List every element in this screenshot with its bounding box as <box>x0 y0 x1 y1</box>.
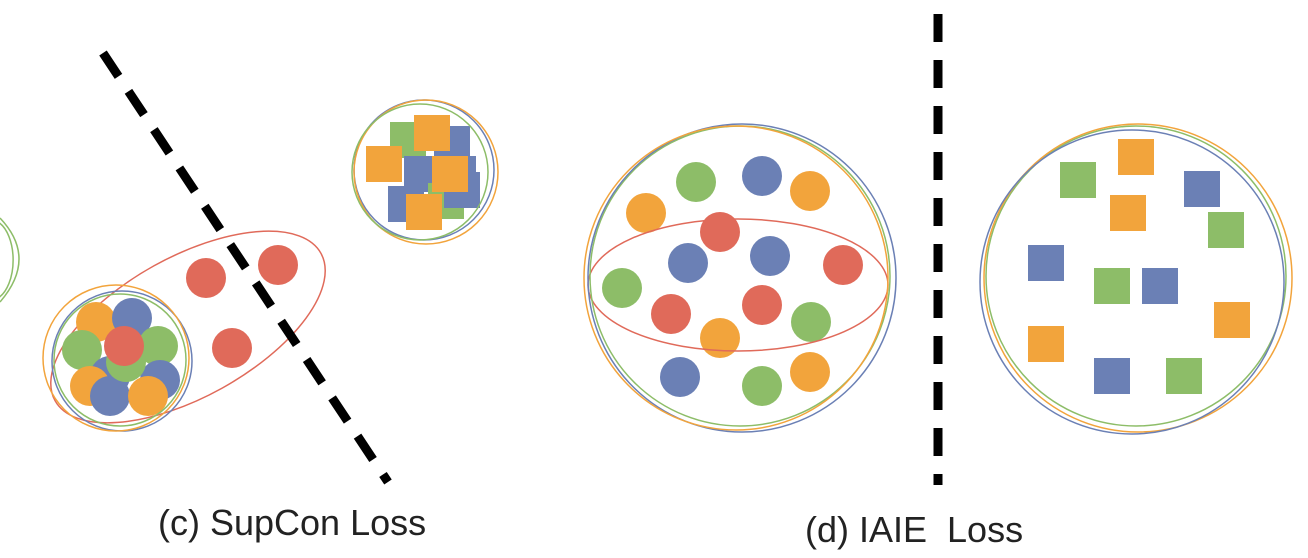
orange-class-boundary <box>42 284 190 432</box>
blue-sample-circle <box>750 236 790 276</box>
green-sample-circle <box>62 330 102 370</box>
orange-sample-square <box>414 115 450 151</box>
green-class-boundary <box>0 222 14 298</box>
blue-sample-circle <box>90 376 130 416</box>
green-sample-circle <box>676 162 716 202</box>
green-class-boundary <box>53 293 187 427</box>
orange-sample-square <box>1118 139 1154 175</box>
orange-sample-square <box>1110 195 1146 231</box>
green-sample-square <box>1166 358 1202 394</box>
blue-sample-square <box>1094 358 1130 394</box>
green-class-boundary <box>985 125 1287 427</box>
green-sample-square <box>1060 162 1096 198</box>
red-sample-circle <box>212 328 252 368</box>
blue-sample-circle <box>660 357 700 397</box>
blue-sample-circle <box>742 156 782 196</box>
panel-d-caption: (d) IAIE Loss <box>805 509 1024 550</box>
orange-sample-circle <box>626 193 666 233</box>
orange-sample-square <box>1214 302 1250 338</box>
red-sample-circle <box>742 285 782 325</box>
red-sample-circle <box>104 326 144 366</box>
orange-sample-circle <box>700 318 740 358</box>
blue-class-boundary <box>979 129 1285 435</box>
red-sample-circle <box>651 294 691 334</box>
green-sample-circle <box>742 366 782 406</box>
orange-sample-circle <box>790 171 830 211</box>
blue-sample-square <box>1184 171 1220 207</box>
orange-class-boundary <box>983 123 1293 433</box>
green-class-boundary <box>0 217 20 303</box>
orange-sample-square <box>432 156 468 192</box>
orange-sample-square <box>406 194 442 230</box>
orange-sample-square <box>366 146 402 182</box>
panel-c-caption: (c) SupCon Loss <box>158 502 427 543</box>
blue-sample-square <box>1142 268 1178 304</box>
panel-c-divider <box>99 50 392 485</box>
orange-class-boundary <box>583 125 889 431</box>
green-sample-circle <box>602 268 642 308</box>
blue-sample-circle <box>668 243 708 283</box>
orange-sample-circle <box>128 376 168 416</box>
green-sample-circle <box>791 302 831 342</box>
red-sample-circle <box>700 212 740 252</box>
red-sample-circle <box>823 245 863 285</box>
green-sample-circle <box>138 326 178 366</box>
blue-sample-square <box>1028 245 1064 281</box>
orange-class-boundary <box>353 99 499 245</box>
red-sample-circle <box>258 245 298 285</box>
green-sample-square <box>1094 268 1130 304</box>
red-sample-circle <box>186 258 226 298</box>
red-class-boundary <box>50 230 326 424</box>
green-class-boundary <box>351 103 489 241</box>
blue-class-boundary <box>587 123 897 433</box>
green-sample-square <box>1208 212 1244 248</box>
orange-sample-square <box>1028 326 1064 362</box>
orange-sample-circle <box>790 352 830 392</box>
